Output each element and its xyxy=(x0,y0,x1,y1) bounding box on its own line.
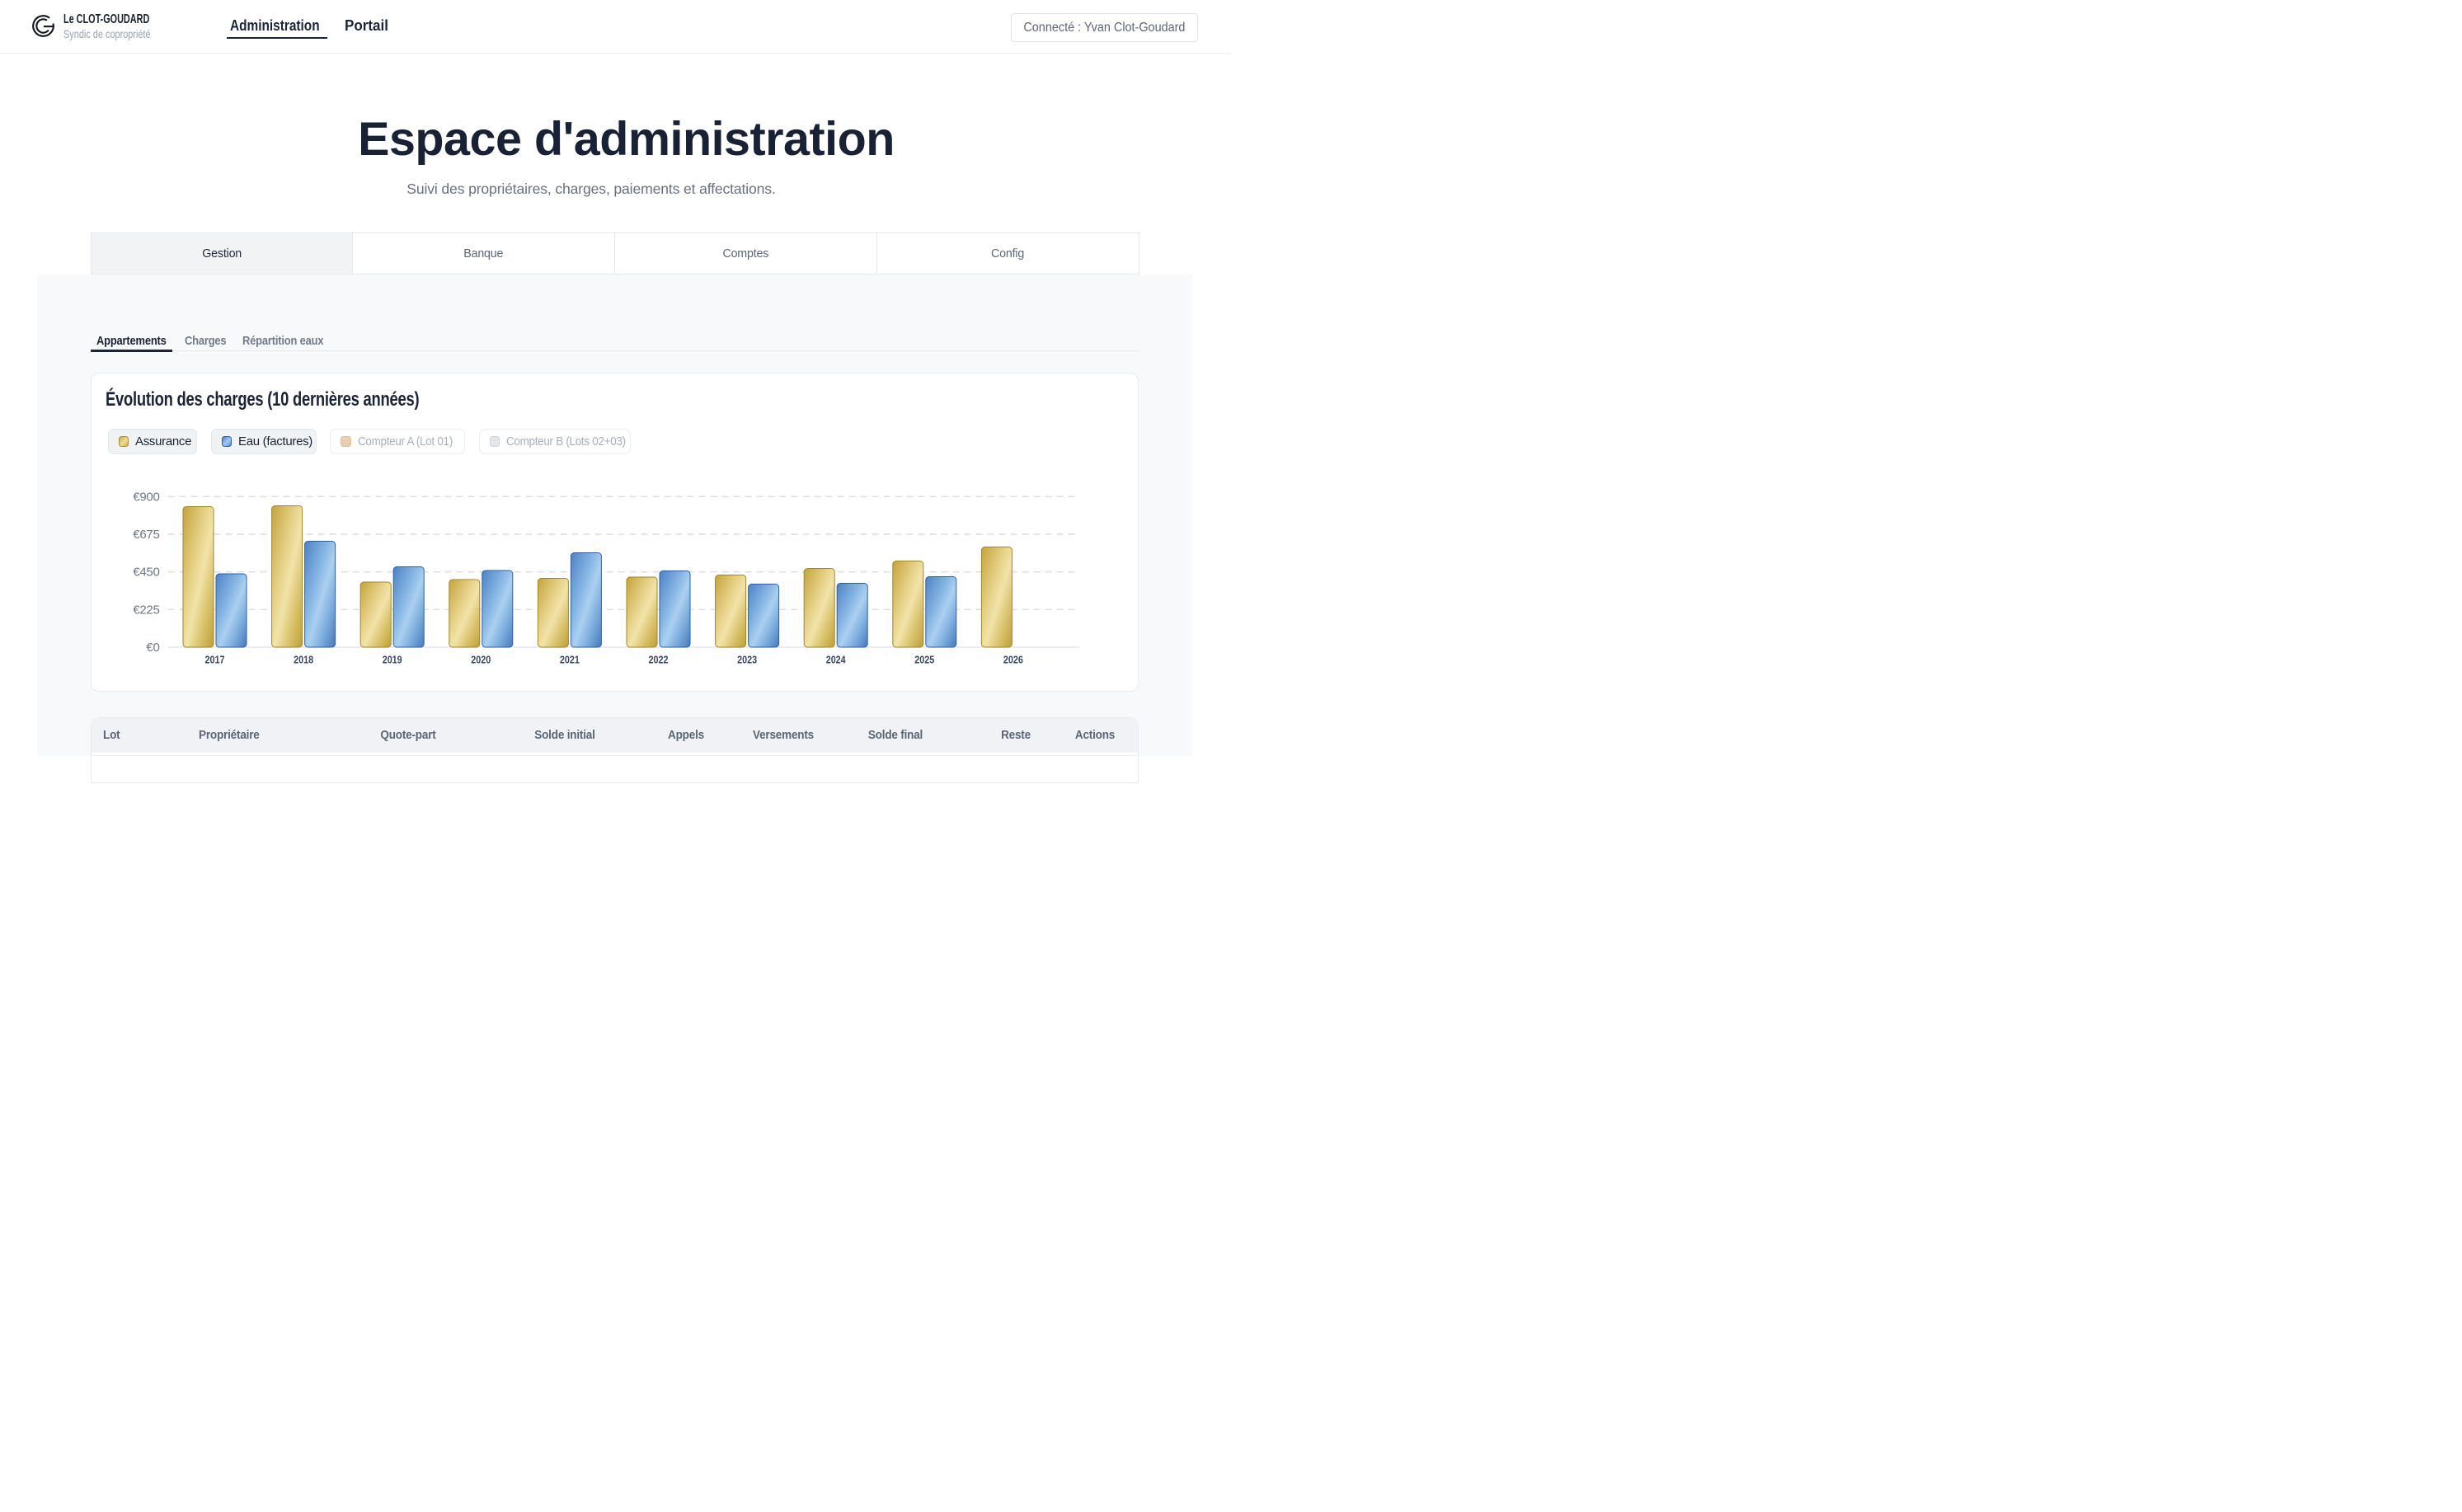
svg-text:2026: 2026 xyxy=(1003,654,1022,666)
svg-text:2021: 2021 xyxy=(559,654,579,666)
svg-text:2023: 2023 xyxy=(737,654,757,666)
svg-text:2020: 2020 xyxy=(471,654,491,666)
svg-text:€450: €450 xyxy=(133,566,159,580)
svg-text:€0: €0 xyxy=(146,641,159,655)
svg-text:€225: €225 xyxy=(133,603,159,617)
svg-text:€675: €675 xyxy=(133,528,159,542)
svg-text:2019: 2019 xyxy=(382,654,402,666)
svg-text:2018: 2018 xyxy=(294,654,313,666)
svg-text:2022: 2022 xyxy=(648,654,668,666)
svg-text:2017: 2017 xyxy=(204,654,224,666)
svg-text:€900: €900 xyxy=(133,490,159,504)
svg-text:2024: 2024 xyxy=(825,654,846,666)
svg-text:2025: 2025 xyxy=(914,654,934,666)
